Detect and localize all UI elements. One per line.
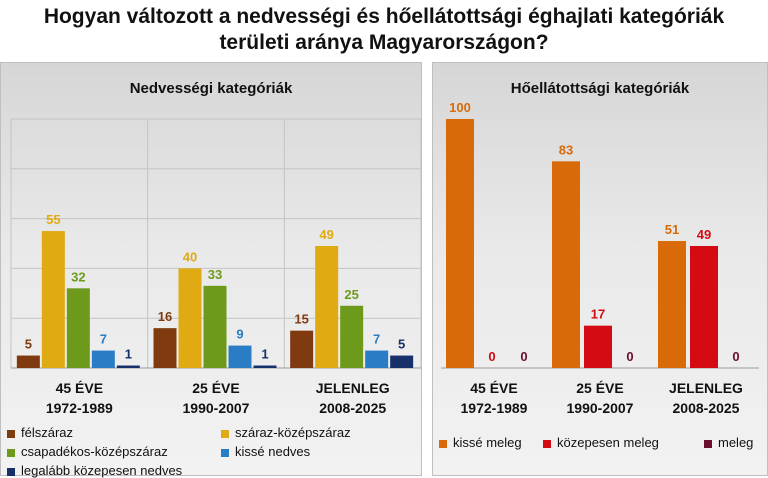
- legend-swatch: [7, 429, 15, 438]
- bar-kisse-meleg-3: [658, 241, 686, 368]
- data-label: 7: [100, 332, 107, 347]
- legend-item-kisse-nedves: kissé nedves: [221, 444, 310, 459]
- heat-legend: kissé meleg közepesen meleg meleg: [433, 63, 767, 475]
- legend-swatch: [543, 439, 551, 448]
- data-label: 32: [71, 269, 85, 284]
- category-tick-label: 45 ÉVE: [470, 380, 517, 396]
- bar-kisse-nedves-2: [228, 345, 252, 368]
- legend-label: száraz-középszáraz: [235, 425, 351, 440]
- legend-item-felszaraz: félszáraz: [7, 425, 73, 440]
- data-label: 49: [319, 227, 333, 242]
- category-tick-label: 45 ÉVE: [56, 380, 103, 396]
- bar-kisse-meleg-2: [552, 161, 580, 368]
- data-label: 15: [294, 312, 308, 327]
- legend-item-csapadekos-kozepszaraz: csapadékos-középszáraz: [7, 444, 168, 459]
- legend-item-legalabb-kozepesen-nedves: legalább közepesen nedves: [7, 463, 182, 478]
- category-tick-label: 25 ÉVE: [576, 380, 623, 396]
- bar-csapadekos-kozepszaraz-3: [340, 305, 364, 368]
- legend-swatch: [7, 467, 15, 476]
- data-label: 5: [398, 337, 405, 352]
- category-tick-label: 1972-1989: [46, 400, 113, 416]
- bar-felszaraz-3: [290, 330, 314, 368]
- data-label: 55: [46, 212, 60, 227]
- heat-chart-title: Hőellátottsági kategóriák: [510, 80, 690, 97]
- data-label: 7: [373, 332, 380, 347]
- bar-kozepesen-meleg-3: [690, 245, 718, 368]
- data-label: 25: [344, 287, 358, 302]
- bar-szaraz-kozepszaraz-1: [41, 231, 65, 368]
- legend-label: közepesen meleg: [557, 435, 659, 450]
- bar-felszaraz-1: [16, 355, 40, 368]
- category-tick-label: 25 ÉVE: [192, 380, 239, 396]
- category-tick-label: 2008-2025: [319, 400, 386, 416]
- data-label: 0: [488, 349, 495, 364]
- data-label: 33: [208, 267, 222, 282]
- bar-legalabb-kozepesen-nedves-1: [116, 365, 140, 368]
- data-label: 0: [732, 349, 739, 364]
- heat-chart: 100 0 0 45 ÉVE 1972-1989 83 17 0 25 ÉVE 1990-2007…: [441, 100, 759, 416]
- category-tick-label: 1972-1989: [461, 400, 528, 416]
- data-label: 1: [261, 347, 268, 362]
- legend-swatch: [439, 439, 447, 448]
- category-tick-label: 1990-2007: [183, 400, 250, 416]
- bar-legalabb-kozepesen-nedves-3: [390, 355, 414, 368]
- bar-kisse-nedves-3: [365, 350, 389, 368]
- humidity-legend: félszáraz száraz-középszáraz csapadékos-kö…: [1, 63, 421, 478]
- legend-label: legalább közepesen nedves: [21, 463, 183, 478]
- data-label: 100: [449, 100, 471, 115]
- data-label: 16: [158, 309, 172, 324]
- bar-legalabb-kozepesen-nedves-2: [253, 365, 277, 368]
- legend-swatch: [221, 429, 229, 438]
- category-tick-label: 1990-2007: [567, 400, 634, 416]
- bar-kozepesen-meleg-2: [584, 325, 612, 368]
- data-label: 49: [697, 227, 711, 242]
- legend-label: félszáraz: [21, 425, 74, 440]
- data-label: 0: [520, 349, 527, 364]
- data-label: 1: [125, 347, 132, 362]
- page-title: Hogyan változott a nedvességi és hőellát…: [0, 4, 768, 56]
- legend-swatch: [221, 448, 229, 457]
- category-tick-label: JELENLEG: [316, 380, 390, 396]
- bar-csapadekos-kozepszaraz-2: [203, 285, 227, 368]
- bar-kisse-nedves-1: [91, 350, 115, 368]
- data-label: 51: [665, 222, 679, 237]
- data-label: 40: [183, 249, 197, 264]
- legend-label: meleg: [718, 435, 754, 450]
- data-label: 0: [626, 349, 633, 364]
- legend-swatch: [704, 439, 712, 448]
- bar-csapadekos-kozepszaraz-1: [66, 288, 90, 368]
- legend-label: kissé meleg: [453, 435, 522, 450]
- bar-szaraz-kozepszaraz-3: [315, 245, 339, 368]
- legend-item-meleg: meleg: [704, 435, 753, 450]
- humidity-chart-title: Nedvességi kategóriák: [129, 80, 293, 97]
- legend-label: kissé nedves: [235, 444, 311, 459]
- legend-item-kozepesen-meleg: közepesen meleg: [543, 435, 659, 450]
- legend-label: csapadékos-középszáraz: [21, 444, 168, 459]
- category-tick-label: 2008-2025: [673, 400, 740, 416]
- legend-item-szaraz-kozepszaraz: száraz-középszáraz: [221, 425, 351, 440]
- data-label: 17: [591, 307, 605, 322]
- data-label: 83: [559, 142, 573, 157]
- data-label: 9: [236, 327, 243, 342]
- bar-szaraz-kozepszaraz-2: [178, 268, 202, 368]
- humidity-panel: Nedvességi kategóriák 5 55 32 7 1 45 ÉVE 1972-…: [0, 62, 422, 478]
- bar-kisse-meleg-1: [446, 119, 474, 368]
- data-label: 5: [25, 337, 32, 352]
- title-line-2: területi aránya Magyarországon?: [219, 31, 549, 54]
- category-tick-label: JELENLEG: [669, 380, 743, 396]
- legend-swatch: [7, 448, 15, 457]
- legend-item-kisse-meleg: kissé meleg: [439, 435, 522, 450]
- title-line-1: Hogyan változott a nedvességi és hőellát…: [43, 5, 725, 28]
- heat-panel: Hőellátottsági kategóriák 100 0 0 45 ÉVE 197…: [432, 62, 768, 476]
- bar-felszaraz-2: [153, 328, 177, 368]
